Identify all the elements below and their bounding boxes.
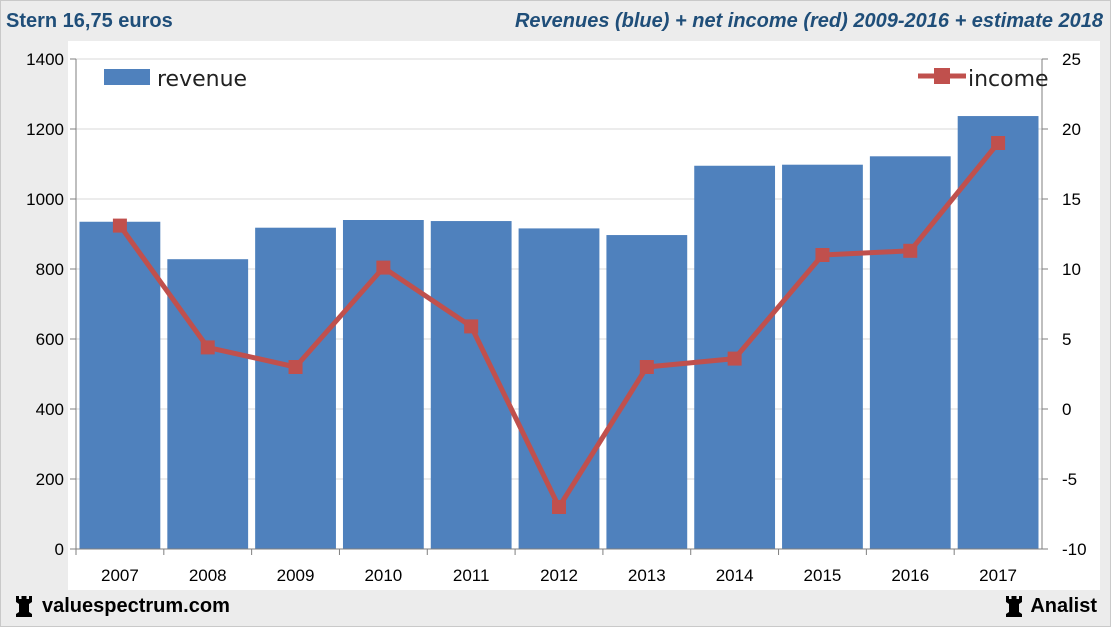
- legend-revenue-label: revenue: [157, 67, 247, 92]
- left-tick-label: 1400: [26, 50, 64, 69]
- x-tick-label: 2014: [716, 566, 754, 585]
- income-point: [112, 218, 127, 233]
- right-tick-label: 10: [1062, 260, 1081, 279]
- revenue-bar: [957, 116, 1039, 550]
- legend-revenue-swatch: [104, 69, 150, 85]
- x-tick-label: 2013: [628, 566, 666, 585]
- income-point: [639, 360, 654, 374]
- footer-brand: Analist: [1004, 594, 1097, 618]
- left-tick-label: 600: [36, 330, 64, 349]
- right-tick-label: 5: [1062, 330, 1071, 349]
- revenue-bar: [518, 228, 600, 549]
- brand-name: Analist: [1030, 594, 1097, 617]
- legend-income: income: [918, 67, 1049, 92]
- income-point: [200, 340, 215, 355]
- stock-price-title: Stern 16,75 euros: [6, 10, 173, 32]
- left-tick-label: 0: [55, 540, 64, 559]
- rook-icon: [1006, 596, 1023, 617]
- income-point: [288, 360, 303, 374]
- right-tick-label: -10: [1062, 540, 1087, 559]
- axes: 0 200 400 600 800 1000 1200 1400 -10 -5 0 5 10 15 20 25…: [26, 50, 1086, 585]
- left-tick-label: 1000: [26, 190, 64, 209]
- income-point: [815, 248, 830, 262]
- left-tick-label: 400: [36, 400, 64, 419]
- x-tick-label: 2017: [979, 566, 1017, 585]
- income-line: [112, 136, 1006, 514]
- rook-icon: [16, 596, 32, 617]
- x-tick-label: 2015: [804, 566, 842, 585]
- revenue-bar: [255, 227, 336, 549]
- income-point: [376, 260, 391, 275]
- legend-revenue: revenue: [104, 67, 247, 92]
- x-tick-label: 2011: [453, 566, 490, 585]
- income-point: [727, 351, 742, 366]
- right-tick-label: 0: [1062, 400, 1071, 419]
- income-point: [991, 136, 1006, 150]
- revenue-bar: [782, 164, 863, 549]
- x-tick-label: 2016: [891, 566, 929, 585]
- income-point: [552, 500, 566, 514]
- footer-site: valuespectrum.com: [14, 594, 230, 618]
- x-tick-label: 2009: [277, 566, 315, 585]
- revenue-bars: [79, 116, 1039, 550]
- legend-income-marker: [934, 68, 950, 84]
- revenue-bar: [606, 235, 688, 550]
- income-point: [903, 243, 918, 258]
- x-tick-label: 2008: [189, 566, 227, 585]
- revenue-bar: [79, 221, 161, 549]
- left-tick-label: 1200: [26, 120, 64, 139]
- revenue-bar: [167, 259, 249, 549]
- right-tick-label: 25: [1062, 50, 1081, 69]
- right-tick-label: 20: [1062, 120, 1081, 139]
- right-tick-label: -5: [1062, 470, 1077, 489]
- chart-title: Revenues (blue) + net income (red) 2009-…: [514, 10, 1103, 32]
- revenue-bar: [342, 220, 424, 549]
- left-tick-label: 200: [36, 470, 64, 489]
- right-tick-label: 15: [1062, 190, 1081, 209]
- left-tick-label: 800: [36, 260, 64, 279]
- legend-income-label: income: [968, 67, 1049, 92]
- x-tick-label: 2007: [101, 566, 139, 585]
- x-tick-label: 2012: [540, 566, 578, 585]
- site-name: valuespectrum.com: [42, 594, 230, 617]
- income-point: [464, 319, 479, 334]
- revenue-bar: [869, 156, 951, 550]
- x-tick-label: 2010: [364, 566, 402, 585]
